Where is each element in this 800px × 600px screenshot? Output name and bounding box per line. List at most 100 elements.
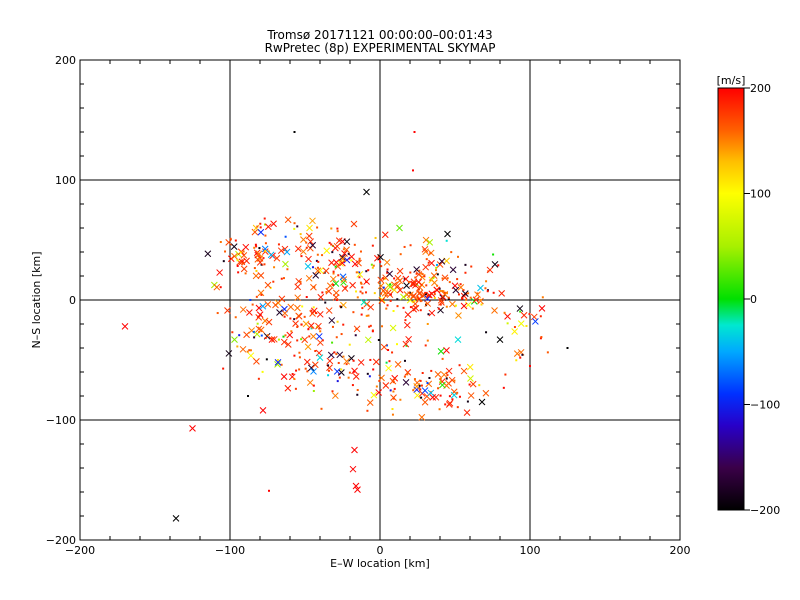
data-point <box>370 391 378 399</box>
data-point <box>486 290 489 293</box>
data-point <box>413 299 416 302</box>
data-point <box>425 284 428 287</box>
data-point <box>316 226 319 229</box>
x-tick-label: 100 <box>520 544 541 557</box>
data-point <box>273 266 276 269</box>
data-point <box>449 300 456 308</box>
data-point <box>304 343 312 351</box>
data-point <box>482 389 490 397</box>
data-point <box>281 309 289 317</box>
data-point <box>249 349 252 352</box>
data-point <box>274 359 282 366</box>
data-point <box>309 217 316 225</box>
data-point <box>296 225 299 228</box>
data-point <box>315 259 318 262</box>
data-point <box>261 245 269 253</box>
data-point <box>460 367 468 375</box>
data-point <box>453 379 456 382</box>
data-point <box>256 311 264 318</box>
data-point <box>311 361 319 369</box>
data-point <box>485 280 488 283</box>
data-point <box>306 379 314 386</box>
data-point <box>441 277 444 280</box>
data-point <box>484 287 487 290</box>
data-point <box>306 224 313 232</box>
data-point <box>372 264 375 267</box>
data-point <box>256 322 259 325</box>
data-point <box>422 236 430 244</box>
data-point <box>402 275 410 283</box>
data-point <box>312 384 315 387</box>
data-point <box>382 382 390 389</box>
data-point <box>403 282 410 289</box>
data-point <box>434 370 442 378</box>
data-point <box>239 306 247 313</box>
data-point <box>366 409 369 412</box>
data-point <box>266 334 269 337</box>
data-point <box>355 290 358 293</box>
data-point <box>437 307 440 310</box>
data-point <box>437 296 445 304</box>
data-point <box>467 392 475 399</box>
data-point <box>407 291 414 299</box>
data-point <box>356 389 359 392</box>
data-point <box>280 338 288 346</box>
data-point <box>257 272 265 279</box>
data-point <box>426 239 434 246</box>
data-point <box>360 313 363 316</box>
data-point <box>363 188 370 196</box>
data-point <box>255 325 263 333</box>
data-point <box>492 291 495 294</box>
data-point <box>446 374 449 377</box>
data-point <box>351 446 358 454</box>
data-point <box>300 323 303 326</box>
data-point <box>389 283 392 286</box>
data-point <box>519 356 522 359</box>
data-point <box>392 390 395 393</box>
data-point <box>294 245 302 253</box>
data-point <box>352 370 355 373</box>
data-point <box>498 289 506 297</box>
data-point <box>314 267 322 275</box>
data-point <box>270 335 278 343</box>
data-point <box>234 316 237 319</box>
data-point <box>427 313 430 316</box>
data-point <box>356 393 359 396</box>
data-point <box>406 371 409 374</box>
data-point <box>426 382 429 385</box>
data-point <box>264 223 267 226</box>
data-point <box>277 338 280 341</box>
data-point <box>253 249 261 257</box>
x-tick-label: −200 <box>65 544 95 557</box>
data-point <box>385 361 388 364</box>
data-point <box>328 259 335 267</box>
data-point <box>305 246 308 249</box>
data-point <box>389 299 392 302</box>
axis-ticks <box>79 59 681 541</box>
data-point <box>352 311 355 314</box>
data-point <box>234 239 237 242</box>
data-point <box>425 302 428 305</box>
data-point <box>347 376 350 379</box>
data-point <box>339 255 347 263</box>
data-point <box>305 232 313 240</box>
data-point <box>457 255 460 258</box>
data-point <box>224 250 227 253</box>
data-point <box>336 380 339 383</box>
data-point <box>276 359 279 362</box>
data-point <box>341 285 349 292</box>
data-point <box>304 367 307 370</box>
data-point <box>359 290 362 293</box>
data-point <box>428 376 431 379</box>
data-point <box>316 253 319 256</box>
x-tick-label: −100 <box>215 544 245 557</box>
data-point <box>421 273 424 276</box>
data-point <box>280 373 288 381</box>
data-point <box>396 286 404 294</box>
data-point <box>540 336 543 339</box>
data-point <box>293 354 296 357</box>
data-point <box>422 263 430 271</box>
data-point <box>438 408 441 411</box>
data-point <box>403 277 406 280</box>
data-point <box>236 345 239 348</box>
